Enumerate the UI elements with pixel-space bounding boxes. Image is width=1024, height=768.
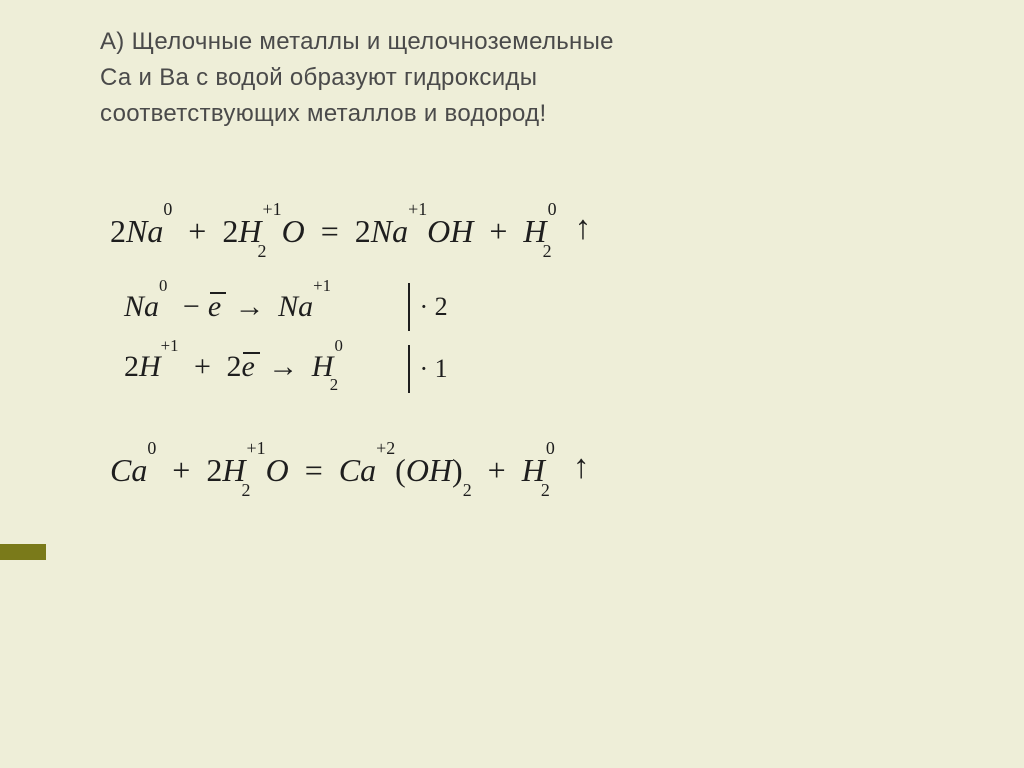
equations-block: 2Na0 + 2H2+1O = 2Na+1OH + H20 ↑ Na0 −e →… <box>110 212 984 494</box>
equation-2: Ca0 + 2H2+1O = Ca+2(OH)2 + H20 ↑ <box>110 451 984 494</box>
half-reaction-2: 2H+1 + 2e → H20 · 1 <box>124 345 984 393</box>
gas-arrow-icon: ↑ <box>565 209 592 249</box>
line-1: А) Щелочные металлы и щелочноземельные <box>100 28 614 55</box>
arrow-icon: → <box>229 290 271 323</box>
gas-arrow-icon: ↑ <box>563 448 590 488</box>
arrow-icon: → <box>262 350 304 383</box>
body-paragraph: А) Щелочные металлы и щелочноземельные С… <box>100 24 984 132</box>
line-3: соответствующих металлов и водород! <box>100 100 546 127</box>
equation-1: 2Na0 + 2H2+1O = 2Na+1OH + H20 ↑ <box>110 212 984 255</box>
accent-bar <box>0 544 46 560</box>
half-reaction-1: Na0 −e → Na+1 · 2 <box>124 283 984 331</box>
slide-content: А) Щелочные металлы и щелочноземельные С… <box>0 0 1024 542</box>
line-2: Са и Ва с водой образуют гидроксиды <box>100 64 537 91</box>
